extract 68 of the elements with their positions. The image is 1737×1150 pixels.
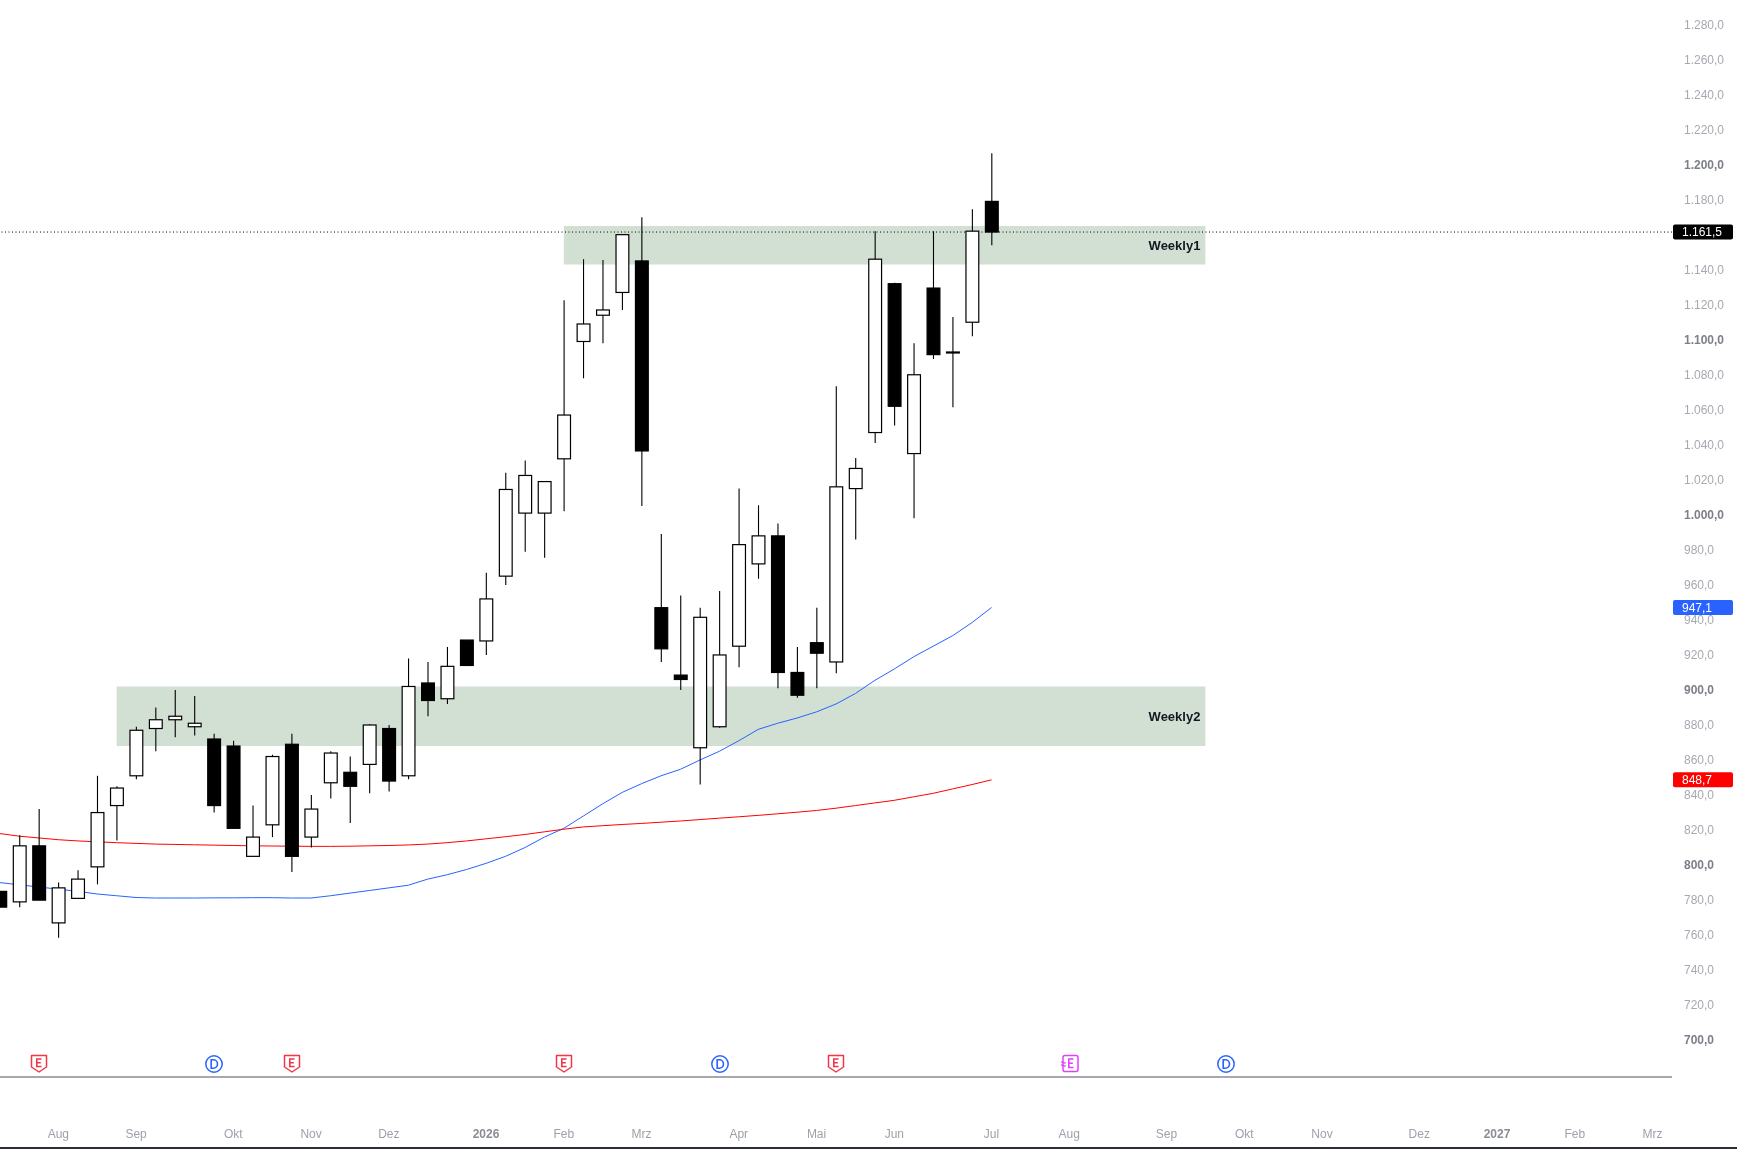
y-tick-label: 740,0 [1684, 963, 1715, 978]
y-tick-label: 960,0 [1684, 578, 1715, 593]
x-tick-label: Sep [1155, 1127, 1178, 1142]
x-tick-label: Mrz [631, 1127, 652, 1142]
x-tick-label: Nov [1311, 1127, 1333, 1142]
x-tick-label: Okt [223, 1127, 244, 1142]
y-tick-label: 720,0 [1684, 998, 1715, 1013]
y-tick-label: 1.120,0 [1684, 297, 1725, 312]
y-tick-label: 1.140,0 [1684, 262, 1725, 277]
x-tick-label: Dez [378, 1127, 400, 1142]
y-tick-label: 1.100,0 [1684, 332, 1725, 347]
candlestick [809, 607, 824, 689]
y-tick-label: 1.280,0 [1684, 17, 1725, 32]
x-tick-label: Dez [1408, 1127, 1430, 1142]
x-tick-label: 2026 [472, 1127, 500, 1142]
x-tick-label: Feb [553, 1127, 575, 1142]
x-tick-label: Apr [729, 1127, 749, 1142]
x-tick-label: Okt [1234, 1127, 1255, 1142]
x-tick-label: Jun [884, 1127, 905, 1142]
y-tick-label: 700,0 [1684, 1033, 1715, 1048]
candlestick [673, 594, 688, 691]
y-tick-label: 780,0 [1684, 893, 1715, 908]
y-tick-label: 800,0 [1684, 858, 1715, 873]
y-tick-label: 1.000,0 [1684, 508, 1725, 523]
x-tick-label: Feb [1564, 1127, 1586, 1142]
candlestick [71, 869, 86, 899]
candlestick [421, 661, 435, 717]
candlestick [148, 706, 163, 752]
x-tick-label: Aug [1058, 1127, 1080, 1142]
band-label: Weekly2 [1148, 708, 1201, 724]
y-tick-label: 848,7 [1682, 773, 1713, 788]
y-tick-label: 1.020,0 [1684, 473, 1725, 488]
x-tick-label: Mai [806, 1127, 827, 1142]
line-series [0, 607, 993, 899]
x-tick-label: Aug [47, 1127, 70, 1142]
y-tick-label: 947,1 [1682, 600, 1713, 615]
y-tick-label: 1.040,0 [1684, 438, 1725, 453]
y-tick-label: 1.260,0 [1684, 52, 1725, 67]
candlestick [945, 316, 960, 408]
x-tick-label: 2027 [1483, 1127, 1511, 1142]
y-tick-label: 1.080,0 [1684, 367, 1725, 382]
y-tick-label: 1.240,0 [1684, 87, 1725, 102]
y-tick-label: 920,0 [1684, 648, 1715, 663]
x-tick-label: Mrz [1642, 1127, 1663, 1142]
candlestick [576, 258, 591, 379]
band-label: Weekly1 [1148, 237, 1201, 253]
y-tick-label: 880,0 [1684, 718, 1715, 733]
candlestick [246, 805, 261, 857]
y-tick-label: 940,0 [1684, 613, 1715, 628]
y-tick-label: 820,0 [1684, 823, 1715, 838]
y-tick-label: 1.060,0 [1684, 402, 1725, 417]
y-tick-label: 1.200,0 [1684, 157, 1725, 172]
x-tick-label: Nov [300, 1127, 322, 1142]
candlestick [790, 646, 805, 699]
y-tick-label: 1.180,0 [1684, 192, 1725, 207]
y-tick-label: 840,0 [1684, 788, 1715, 803]
x-tick-label: Sep [125, 1127, 148, 1142]
y-tick-label: 760,0 [1684, 928, 1715, 943]
y-tick-label: 980,0 [1684, 543, 1715, 558]
candlestick [343, 755, 358, 824]
y-tick-label: 900,0 [1684, 683, 1715, 698]
candlestick [848, 457, 863, 540]
x-tick-label: Jul [983, 1127, 1000, 1142]
candlestick [109, 785, 124, 842]
y-tick-label: 860,0 [1684, 753, 1715, 768]
candlestick [595, 259, 610, 344]
y-tick-label: 1.220,0 [1684, 122, 1725, 137]
ref-line-label: 1.161,5 [1682, 225, 1723, 240]
